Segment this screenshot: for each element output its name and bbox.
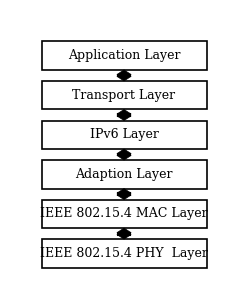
Polygon shape (117, 228, 131, 233)
Polygon shape (117, 116, 131, 121)
Bar (42, 239, 206, 268)
Polygon shape (117, 76, 131, 81)
Polygon shape (117, 195, 131, 200)
Bar (42, 200, 206, 228)
Polygon shape (117, 188, 131, 193)
Text: Adaption Layer: Adaption Layer (75, 168, 173, 181)
Text: Transport Layer: Transport Layer (72, 89, 176, 102)
Bar (42, 81, 206, 110)
Text: IEEE 802.15.4 MAC Layer: IEEE 802.15.4 MAC Layer (40, 207, 208, 220)
Text: IEEE 802.15.4 PHY  Layer: IEEE 802.15.4 PHY Layer (40, 247, 208, 260)
Bar (42, 41, 206, 70)
Polygon shape (117, 70, 131, 75)
Bar (42, 121, 206, 149)
Bar (42, 160, 206, 188)
Polygon shape (117, 149, 131, 154)
Polygon shape (117, 234, 131, 239)
Text: IPv6 Layer: IPv6 Layer (90, 128, 159, 141)
Polygon shape (117, 110, 131, 114)
Polygon shape (117, 155, 131, 160)
Text: Application Layer: Application Layer (68, 49, 180, 62)
